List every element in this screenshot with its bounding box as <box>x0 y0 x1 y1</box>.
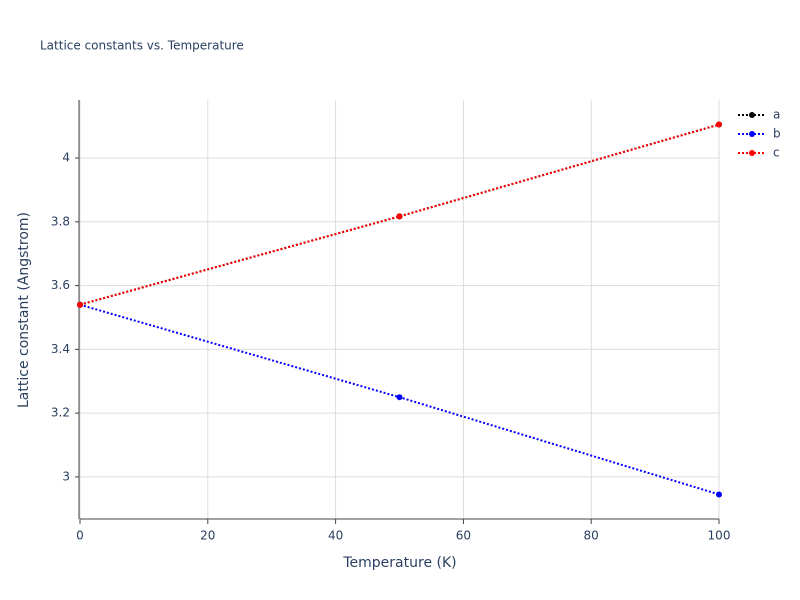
x-tick-label: 40 <box>328 529 343 543</box>
legend-label: a <box>773 108 780 122</box>
data-point <box>396 213 403 220</box>
legend-label: b <box>773 127 781 141</box>
legend-marker <box>749 150 755 156</box>
x-axis-label: Temperature (K) <box>342 555 456 571</box>
data-point <box>396 394 403 401</box>
data-point <box>77 301 83 308</box>
data-point <box>716 121 722 128</box>
legend-marker <box>749 131 755 137</box>
y-tick-label: 3 <box>62 469 70 483</box>
y-tick-label: 3.6 <box>51 278 70 292</box>
x-tick-label: 100 <box>708 529 731 543</box>
y-tick-label: 3.8 <box>51 214 70 228</box>
legend-label: c <box>773 146 780 160</box>
y-tick-label: 3.4 <box>51 342 70 356</box>
series-line <box>79 123 720 306</box>
x-tick-label: 60 <box>456 529 471 543</box>
y-tick-label: 4 <box>62 151 70 165</box>
y-axis-label: Lattice constant (Angstrom) <box>16 212 32 408</box>
x-tick-label: 20 <box>200 529 215 543</box>
chart-title: Lattice constants vs. Temperature <box>40 39 244 53</box>
data-point <box>716 491 722 498</box>
x-tick-label: 80 <box>584 529 599 543</box>
x-tick-label: 0 <box>76 529 84 543</box>
legend-marker <box>749 112 755 118</box>
y-tick-label: 3.2 <box>51 406 70 420</box>
